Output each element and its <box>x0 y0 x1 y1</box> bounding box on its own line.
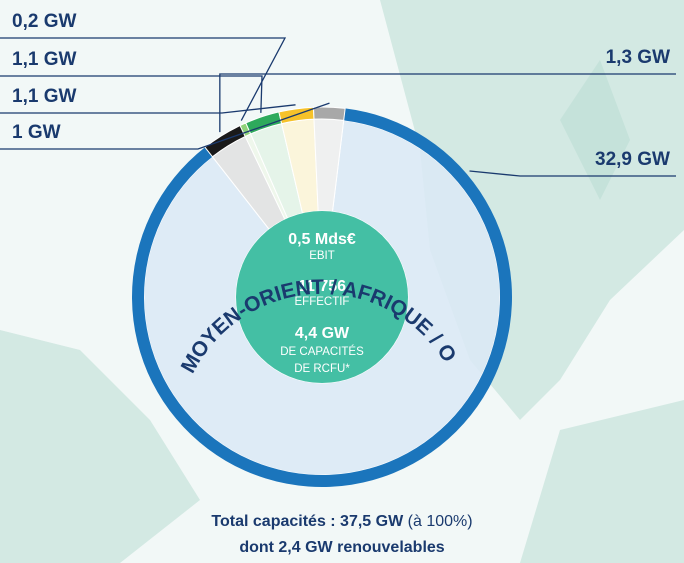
stat-caption: DE CAPACITÉS <box>280 345 364 358</box>
stat-figure: 0,5 Mds€ <box>288 231 356 248</box>
stat-figure: 11 756 <box>298 278 346 295</box>
leader-line <box>0 104 296 114</box>
leader-line <box>0 102 330 150</box>
land <box>520 400 684 563</box>
total-label: Total capacités : 37,5 GW <box>211 513 404 530</box>
leader-line <box>0 37 287 121</box>
value-label: 32,9 GW <box>595 149 670 170</box>
leader-line <box>0 75 263 113</box>
renewables: dont 2,4 GW renouvelables <box>239 539 444 556</box>
leader-line <box>469 170 676 177</box>
center-circle <box>236 211 408 383</box>
total-note: (à 100%) <box>408 513 473 530</box>
donut <box>132 106 513 488</box>
land <box>0 330 200 563</box>
land <box>560 60 630 200</box>
total-line: Total capacités : 37,5 GW (à 100%) <box>211 513 472 530</box>
value-label: 0,2 GW <box>12 11 76 32</box>
stat-caption: EBIT <box>309 250 335 262</box>
stat-figure: 4,4 GW <box>295 325 350 342</box>
stat-caption: EFFECTIF <box>295 296 350 308</box>
value-label: 1,1 GW <box>12 86 76 107</box>
value-label: 1,1 GW <box>12 49 76 70</box>
segment-band <box>312 106 346 121</box>
value-label: 1,3 GW <box>606 47 670 68</box>
value-label: 1 GW <box>12 122 61 143</box>
stat-caption: DE RCFU* <box>294 363 350 375</box>
